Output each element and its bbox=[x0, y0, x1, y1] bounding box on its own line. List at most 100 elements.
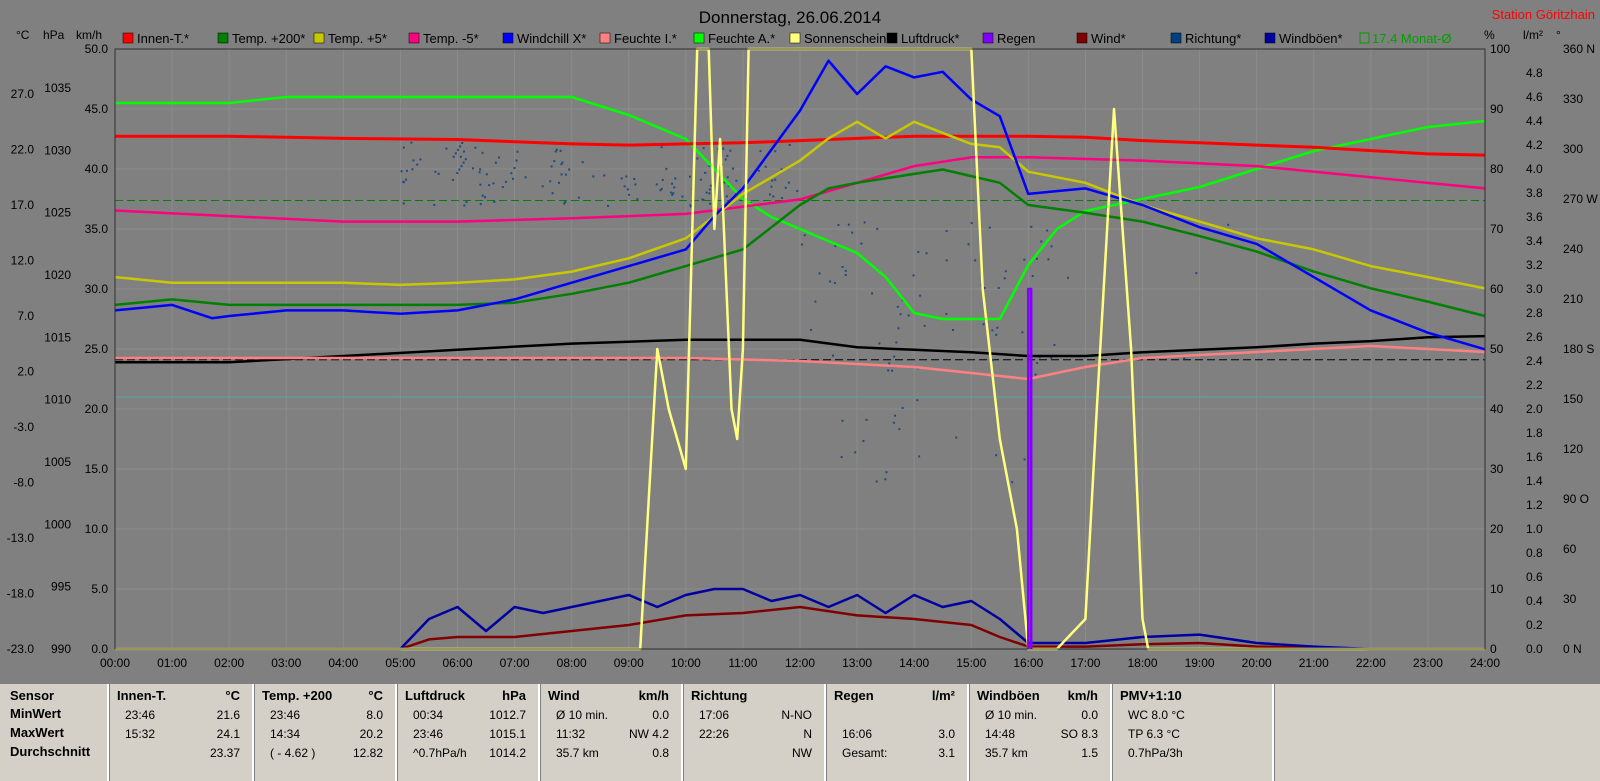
direction-point bbox=[459, 155, 462, 158]
legend-item: Temp. +200* bbox=[232, 31, 305, 46]
legend-item: Feuchte I.* bbox=[614, 31, 677, 46]
direction-point bbox=[541, 185, 544, 188]
stats-cell: km/h bbox=[1067, 688, 1098, 703]
unit-percent: % bbox=[1484, 28, 1495, 42]
x-tick-label: 03:00 bbox=[271, 656, 301, 670]
direction-point bbox=[916, 399, 919, 402]
direction-point bbox=[983, 286, 986, 289]
stats-cell: 12.82 bbox=[352, 746, 383, 760]
direction-point bbox=[577, 196, 580, 199]
direction-point bbox=[510, 172, 513, 175]
direction-point bbox=[549, 180, 552, 183]
direction-point bbox=[1046, 229, 1049, 232]
stats-cell: SO 8.3 bbox=[1060, 727, 1098, 741]
y-tick-rain: 0.8 bbox=[1526, 546, 1543, 560]
y-tick-hpa: 1025 bbox=[44, 206, 71, 220]
legend-swatch bbox=[789, 32, 801, 44]
direction-point bbox=[888, 362, 891, 365]
y-tick-celsius: -3.0 bbox=[13, 420, 34, 434]
legend-swatch bbox=[982, 32, 994, 44]
direction-point bbox=[479, 168, 482, 171]
legend-swatch bbox=[502, 32, 514, 44]
stats-cell: WC 8.0 °C bbox=[1128, 708, 1185, 722]
y-tick-kmh: 15.0 bbox=[85, 462, 109, 476]
y-tick-direction: 330 bbox=[1563, 92, 1583, 106]
chart-title: Donnerstag, 26.06.2014 bbox=[699, 8, 881, 27]
direction-point bbox=[841, 266, 844, 269]
direction-point bbox=[661, 179, 664, 182]
direction-point bbox=[416, 163, 419, 166]
direction-point bbox=[1004, 270, 1007, 273]
direction-point bbox=[563, 202, 566, 205]
direction-point bbox=[731, 167, 734, 170]
legend-item: Innen-T.* bbox=[137, 31, 189, 46]
direction-point bbox=[1183, 357, 1186, 360]
statistics-panel: Sensor MinWert MaxWert Durchschnitt Inne… bbox=[0, 684, 1600, 781]
stats-cell: TP 6.3 °C bbox=[1128, 727, 1180, 741]
direction-point bbox=[655, 183, 658, 186]
direction-point bbox=[770, 185, 773, 188]
direction-point bbox=[860, 242, 863, 245]
y-tick-rain: 4.6 bbox=[1526, 90, 1543, 104]
direction-point bbox=[554, 150, 557, 153]
stats-column: PMV+1:10 WC 8.0 °C TP 6.3 °C 0.7hPa/3h bbox=[1112, 684, 1274, 781]
direction-point bbox=[893, 414, 896, 417]
direction-point bbox=[955, 436, 958, 439]
y-tick-direction: 210 bbox=[1563, 292, 1583, 306]
x-tick-label: 22:00 bbox=[1356, 656, 1386, 670]
direction-point bbox=[887, 369, 890, 372]
stats-cell: 00:34 bbox=[413, 708, 444, 722]
direction-point bbox=[504, 180, 507, 183]
direction-point bbox=[560, 163, 563, 166]
direction-point bbox=[553, 160, 556, 163]
direction-point bbox=[628, 193, 631, 196]
stats-cell: km/h bbox=[638, 688, 669, 703]
direction-point bbox=[1034, 373, 1037, 376]
direction-point bbox=[774, 178, 777, 181]
y-tick-direction: 30 bbox=[1563, 592, 1577, 606]
x-tick-label: 07:00 bbox=[500, 656, 530, 670]
direction-point bbox=[488, 184, 491, 187]
direction-point bbox=[759, 150, 762, 153]
stats-cell: °C bbox=[368, 688, 383, 703]
y-tick-direction: 150 bbox=[1563, 392, 1583, 406]
direction-point bbox=[803, 234, 806, 237]
y-tick-hpa: 1035 bbox=[44, 81, 71, 95]
direction-point bbox=[847, 223, 850, 226]
direction-point bbox=[988, 226, 991, 229]
direction-point bbox=[696, 157, 699, 160]
y-tick-direction: 270 W bbox=[1563, 192, 1598, 206]
y-tick-hpa: 995 bbox=[51, 580, 71, 594]
y-tick-kmh: 45.0 bbox=[85, 102, 109, 116]
series-line bbox=[114, 168, 1486, 318]
x-tick-label: 11:00 bbox=[728, 656, 757, 670]
direction-point bbox=[907, 314, 910, 317]
direction-point bbox=[895, 341, 898, 344]
direction-point bbox=[768, 193, 771, 196]
y-tick-celsius: 22.0 bbox=[11, 143, 35, 157]
chart-axes: 00:00 01:00 02:00 03:00 04:00 05:00 06:00 07:00… bbox=[7, 42, 1599, 670]
y-tick-celsius: 2.0 bbox=[17, 365, 34, 379]
stats-column: Luftdruck hPa 00:34 1012.7 23:46 1015.1 ^0.7hP… bbox=[397, 684, 540, 781]
direction-point bbox=[701, 198, 704, 201]
stats-cell: 35.7 km bbox=[985, 746, 1028, 760]
direction-point bbox=[898, 428, 901, 431]
x-tick-label: 08:00 bbox=[557, 656, 587, 670]
direction-point bbox=[634, 183, 637, 186]
direction-point bbox=[851, 231, 854, 234]
series-line bbox=[115, 344, 1486, 381]
legend-swatch-monthly bbox=[1359, 32, 1370, 44]
direction-point bbox=[781, 196, 784, 199]
legend-item: Temp. -5* bbox=[423, 31, 479, 46]
legend-swatch bbox=[408, 32, 420, 44]
unit-kmh: km/h bbox=[76, 28, 102, 42]
y-tick-kmh: 0.0 bbox=[91, 642, 108, 656]
y-tick-direction: 360 N bbox=[1563, 42, 1595, 56]
series-line bbox=[1027, 287, 1033, 649]
x-tick-label: 21:00 bbox=[1299, 656, 1329, 670]
direction-point bbox=[478, 171, 481, 174]
y-tick-rain: 3.6 bbox=[1526, 210, 1543, 224]
direction-point bbox=[891, 369, 894, 372]
direction-point bbox=[725, 195, 728, 198]
stats-cell: hPa bbox=[502, 688, 526, 703]
